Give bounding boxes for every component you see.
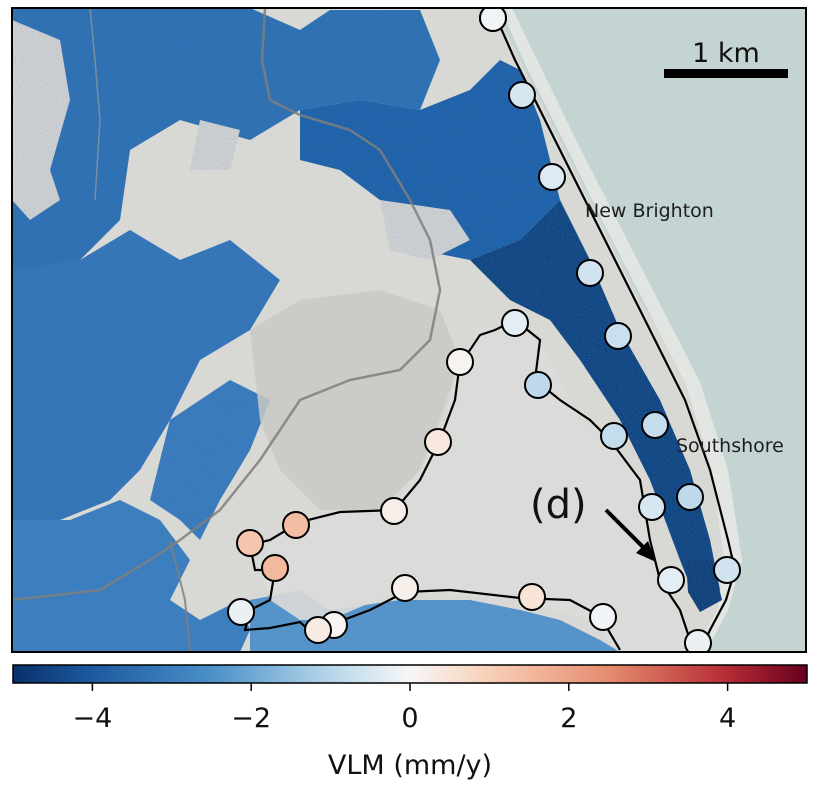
station-marker <box>261 554 289 582</box>
station-marker <box>713 556 741 584</box>
annotation-arrow-head <box>636 541 656 562</box>
colorbar-tick-label: 2 <box>560 703 577 734</box>
vlm-area-southwest <box>12 500 250 652</box>
colorbar-label: VLM (mm/y) <box>328 750 492 781</box>
station-marker <box>391 574 419 602</box>
station-marker <box>304 616 332 644</box>
annotation-arrow-shaft <box>604 508 650 554</box>
colorbar-ticks: −4 −2 0 2 4 <box>72 683 736 734</box>
station-marker <box>604 322 632 350</box>
colorbar: −4 −2 0 2 4 VLM (mm/y) <box>12 664 808 781</box>
oxidation-ponds <box>250 290 460 510</box>
vlm-gap-north <box>190 120 240 170</box>
coastline <box>490 8 737 652</box>
map-frame <box>11 7 807 653</box>
vlm-area-north <box>300 60 560 260</box>
station-marker <box>641 411 669 439</box>
colorbar-tick-label: −2 <box>231 703 271 734</box>
vlm-area-coastal-strip <box>470 200 720 610</box>
station-marker <box>446 348 474 376</box>
station-marker <box>501 309 529 337</box>
station-marker <box>638 493 666 521</box>
station-marker <box>589 603 617 631</box>
minor-road <box>89 8 101 201</box>
colorbar-tick-label: −4 <box>72 703 112 734</box>
station-marker <box>524 371 552 399</box>
annotation-label: (d) <box>530 482 587 528</box>
colorbar-bar <box>12 664 808 684</box>
station-marker <box>479 8 507 32</box>
station-marker <box>600 422 628 450</box>
station-marker <box>380 497 408 525</box>
vlm-area-northwest <box>12 8 440 280</box>
place-label-southshore: Southshore <box>676 435 784 457</box>
station-markers <box>227 8 741 652</box>
station-marker <box>676 483 704 511</box>
vlm-area-west <box>12 230 280 520</box>
vlm-area-spit <box>686 560 722 612</box>
side-road <box>169 539 191 652</box>
vlm-area-south <box>250 590 620 652</box>
station-marker <box>282 511 310 539</box>
station-marker <box>657 566 685 594</box>
station-marker <box>518 583 546 611</box>
station-marker <box>684 629 712 652</box>
main-road <box>12 8 442 602</box>
scale-bar <box>664 69 788 78</box>
vlm-coverage <box>12 8 722 652</box>
vlm-gap-west <box>12 20 70 220</box>
map-panel: New Brighton Southshore (d) 1 km <box>12 8 806 652</box>
station-marker <box>227 598 255 626</box>
colorbar-tick-label: 0 <box>401 703 418 734</box>
station-marker <box>236 529 264 557</box>
estuary-water <box>260 320 690 652</box>
station-marker <box>538 163 566 191</box>
scale-bar-label: 1 km <box>692 38 760 69</box>
place-label-new-brighton: New Brighton <box>585 200 714 222</box>
station-marker <box>576 259 604 287</box>
vlm-area-central-west <box>150 380 270 540</box>
station-marker <box>508 81 536 109</box>
station-marker <box>424 428 452 456</box>
colorbar-tick-label: 4 <box>719 703 736 734</box>
